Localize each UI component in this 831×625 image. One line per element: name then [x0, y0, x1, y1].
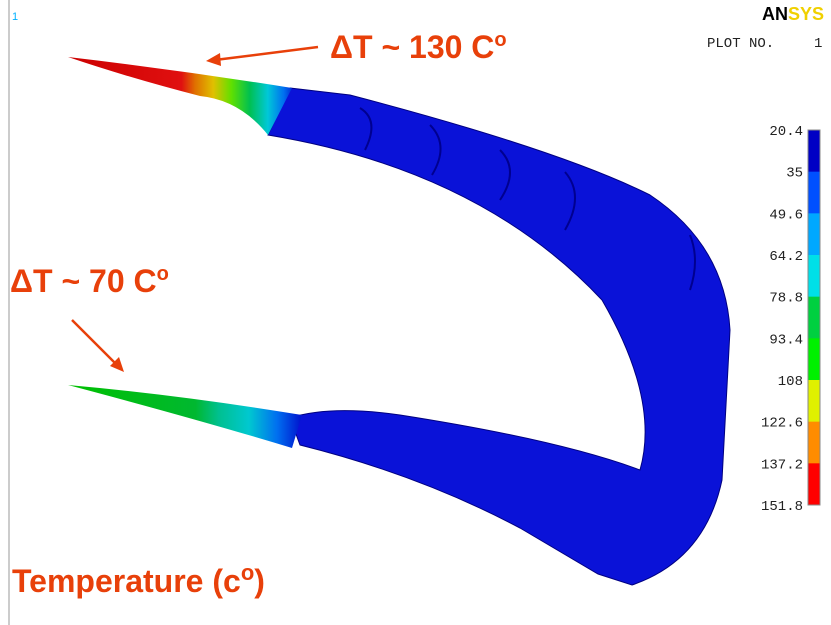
legend-swatch	[808, 130, 820, 172]
annotation-lower: ΔT ~ 70 Co	[10, 263, 169, 299]
legend-label: 49.6	[769, 207, 803, 223]
window-number: 1	[12, 11, 18, 23]
plot-number: 1	[814, 36, 822, 52]
legend-label: 93.4	[769, 332, 803, 348]
legend-swatch	[808, 380, 820, 422]
legend-swatch	[808, 422, 820, 464]
legend-label: 78.8	[769, 291, 803, 307]
legend-swatch	[808, 255, 820, 297]
legend-swatch	[808, 213, 820, 255]
legend-swatch	[808, 463, 820, 505]
legend-label: 122.6	[761, 416, 803, 432]
legend: 20.4 35 49.6 64.2 78.8 93.4 108 122.6 137.2 151.8	[761, 124, 820, 515]
legend-label: 151.8	[761, 499, 803, 515]
legend-swatch	[808, 297, 820, 339]
annotation-upper: ΔT ~ 130 Co	[330, 29, 507, 65]
legend-label: 108	[778, 374, 803, 390]
legend-label: 35	[786, 166, 803, 182]
plot-label: PLOT NO.	[707, 36, 774, 52]
caption: Temperature (co)	[12, 560, 265, 599]
legend-swatch	[808, 172, 820, 214]
legend-label: 64.2	[769, 249, 803, 265]
legend-swatch	[808, 338, 820, 380]
logo: ANSYS	[762, 4, 824, 24]
blade	[68, 57, 730, 585]
plot: 1 ANSYS PLOT NO. 1 ΔT ~ 130 Co ΔT ~ 70 C…	[0, 0, 831, 625]
legend-label: 137.2	[761, 457, 803, 473]
legend-label: 20.4	[769, 124, 803, 140]
